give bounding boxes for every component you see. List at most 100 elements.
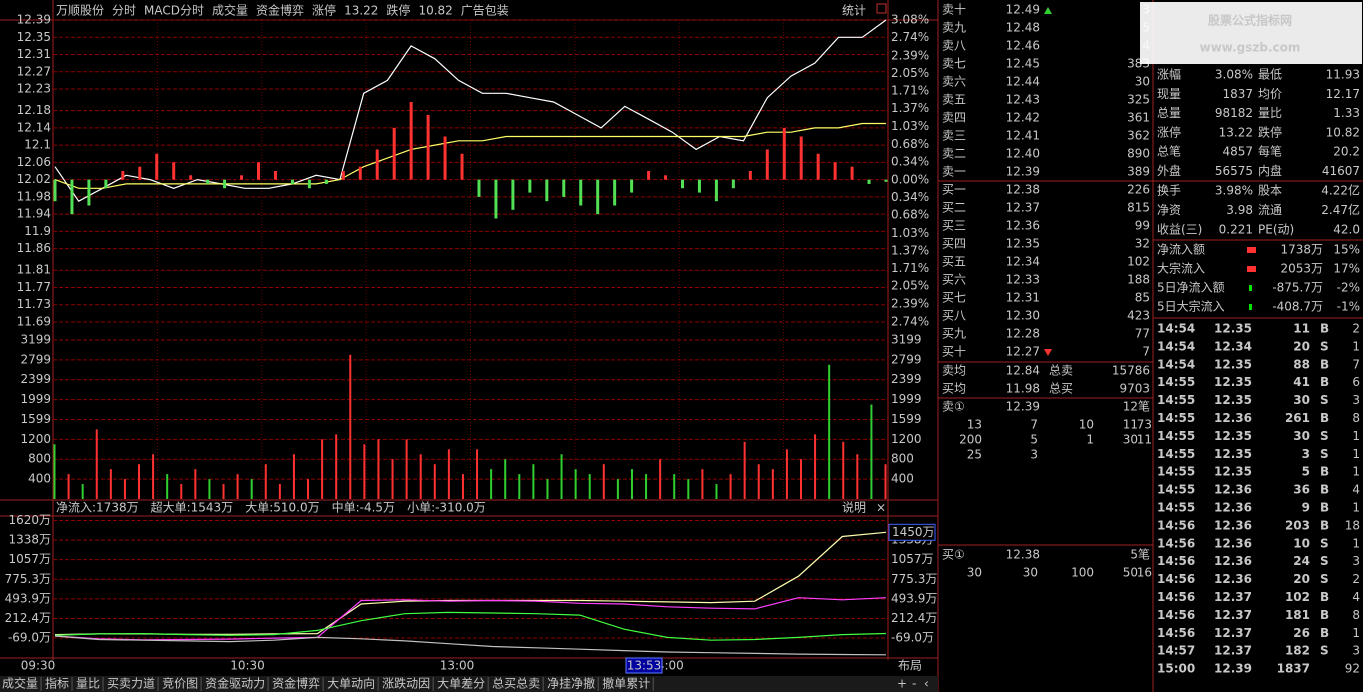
book-volume: 362	[1127, 129, 1150, 143]
tab[interactable]: 撤单累计	[602, 676, 650, 691]
bar	[321, 439, 324, 499]
stat-value: 12.17	[1326, 87, 1360, 101]
tab[interactable]: 指标	[45, 676, 69, 691]
note-button[interactable]: 说明	[842, 500, 866, 515]
bar	[884, 179, 888, 182]
trade-price: 12.36	[1214, 518, 1252, 532]
close-button[interactable]: ×	[876, 501, 886, 515]
bar	[687, 479, 690, 499]
stat-label: 流通	[1258, 203, 1282, 217]
y-tick-label-right: 1999	[891, 392, 922, 406]
trade-price: 12.37	[1214, 608, 1252, 622]
book-label: 卖六	[942, 75, 966, 89]
bar	[172, 162, 176, 180]
book-price: 12.34	[1006, 255, 1040, 269]
tab[interactable]: 资金驱动力	[205, 676, 265, 691]
bar	[680, 179, 684, 189]
y2-tick-label: 2.74%	[891, 30, 929, 44]
bar	[307, 479, 310, 499]
tab[interactable]: 大单动向	[327, 676, 375, 691]
y-tick-label: 1200	[20, 432, 51, 446]
book-price: 12.43	[1006, 93, 1040, 107]
bar	[447, 449, 450, 499]
trade-price: 12.36	[1214, 411, 1252, 425]
bar	[138, 166, 142, 180]
flow-label: 净流入额	[1157, 243, 1205, 257]
bar	[292, 454, 295, 499]
trade-price: 12.35	[1214, 322, 1252, 336]
flow-value: -408.7万	[1272, 300, 1323, 314]
tab[interactable]: 涨跌动因	[382, 676, 430, 691]
tab[interactable]: 大单差分	[437, 677, 485, 691]
flow-indicator	[1247, 266, 1256, 272]
tab[interactable]: 总买总卖	[492, 677, 540, 691]
trade-volume: 3	[1302, 447, 1310, 461]
trade-time: 14:55	[1157, 501, 1195, 515]
bar	[532, 464, 535, 499]
stat-button[interactable]: 统计	[842, 4, 866, 18]
bar	[223, 179, 227, 189]
panel-icon[interactable]	[876, 3, 887, 14]
stat-label: 涨幅	[1157, 67, 1181, 82]
stat-label: 量比	[1258, 106, 1282, 120]
flow-indicator	[1249, 285, 1252, 291]
queue-volume: 73	[1137, 418, 1152, 432]
queue-count: 12笔	[1123, 399, 1150, 414]
tab-control[interactable]: +	[897, 677, 907, 691]
y-tick-label: 11.98	[17, 189, 51, 203]
stat-label: 最低	[1258, 68, 1282, 82]
header-item: 10.82	[418, 4, 452, 18]
stat-value: 11.93	[1326, 68, 1360, 82]
book-price: 12.28	[1006, 327, 1040, 341]
book-price: 12.37	[1006, 201, 1040, 215]
bar	[630, 179, 634, 193]
bar	[748, 171, 752, 180]
bar	[731, 179, 735, 189]
layout-button[interactable]: 布局	[898, 659, 922, 673]
bar	[494, 179, 498, 219]
trade-side: B	[1320, 483, 1329, 497]
queue-price: 12.39	[1006, 400, 1040, 414]
queue-volume: 11	[1137, 433, 1152, 447]
trade-count: 7	[1352, 357, 1360, 371]
y-tick-label: 212.4万	[5, 611, 51, 625]
queue-volume: 30	[967, 566, 982, 580]
trade-volume: 9	[1302, 501, 1310, 515]
bar	[490, 469, 493, 499]
trade-count: 1	[1352, 429, 1360, 443]
watermark-url: www.gszb.com	[1200, 41, 1301, 55]
trade-side: B	[1320, 357, 1329, 371]
y-tick-label-right: -69.0万	[891, 631, 934, 645]
flow-pct: -2%	[1337, 281, 1360, 295]
book-label: 买五	[942, 255, 966, 269]
trade-side: B	[1320, 411, 1329, 425]
tab[interactable]: 量比	[76, 677, 100, 691]
tab-control[interactable]: -	[912, 677, 916, 691]
stat-value: 3.98%	[1215, 184, 1253, 198]
tab-control[interactable]: ‹	[924, 677, 929, 691]
y-tick-label: 1599	[20, 412, 51, 426]
time-label: 10:30	[230, 659, 265, 673]
trade-price: 12.34	[1214, 339, 1252, 353]
trade-volume: 26	[1293, 626, 1310, 640]
trade-volume: 41	[1293, 375, 1310, 389]
tab[interactable]: 竞价图	[162, 677, 198, 691]
trade-count: 8	[1352, 411, 1360, 425]
tab[interactable]: 买卖力道	[107, 677, 155, 691]
queue-volume: 10	[1079, 418, 1094, 432]
tab[interactable]: 资金博弈	[272, 676, 320, 691]
y-tick-label: 12.02	[17, 172, 51, 186]
trade-time: 14:55	[1157, 393, 1195, 407]
tab[interactable]: 净挂净撤	[547, 676, 595, 691]
stat-value: 3.98	[1226, 203, 1253, 217]
trade-price: 12.39	[1214, 662, 1252, 676]
cursor-time: 13:53	[627, 659, 662, 673]
header-item: 广告包装	[461, 4, 509, 18]
tab[interactable]: 成交量	[2, 676, 38, 691]
header-item: 跌停	[386, 3, 410, 18]
header-item: 13.22	[344, 4, 378, 18]
legend-item: 小单:-310.0万	[407, 501, 486, 515]
trade-volume: 30	[1293, 393, 1310, 407]
avg-price: 12.84	[1006, 364, 1040, 378]
book-label: 买八	[942, 309, 966, 323]
